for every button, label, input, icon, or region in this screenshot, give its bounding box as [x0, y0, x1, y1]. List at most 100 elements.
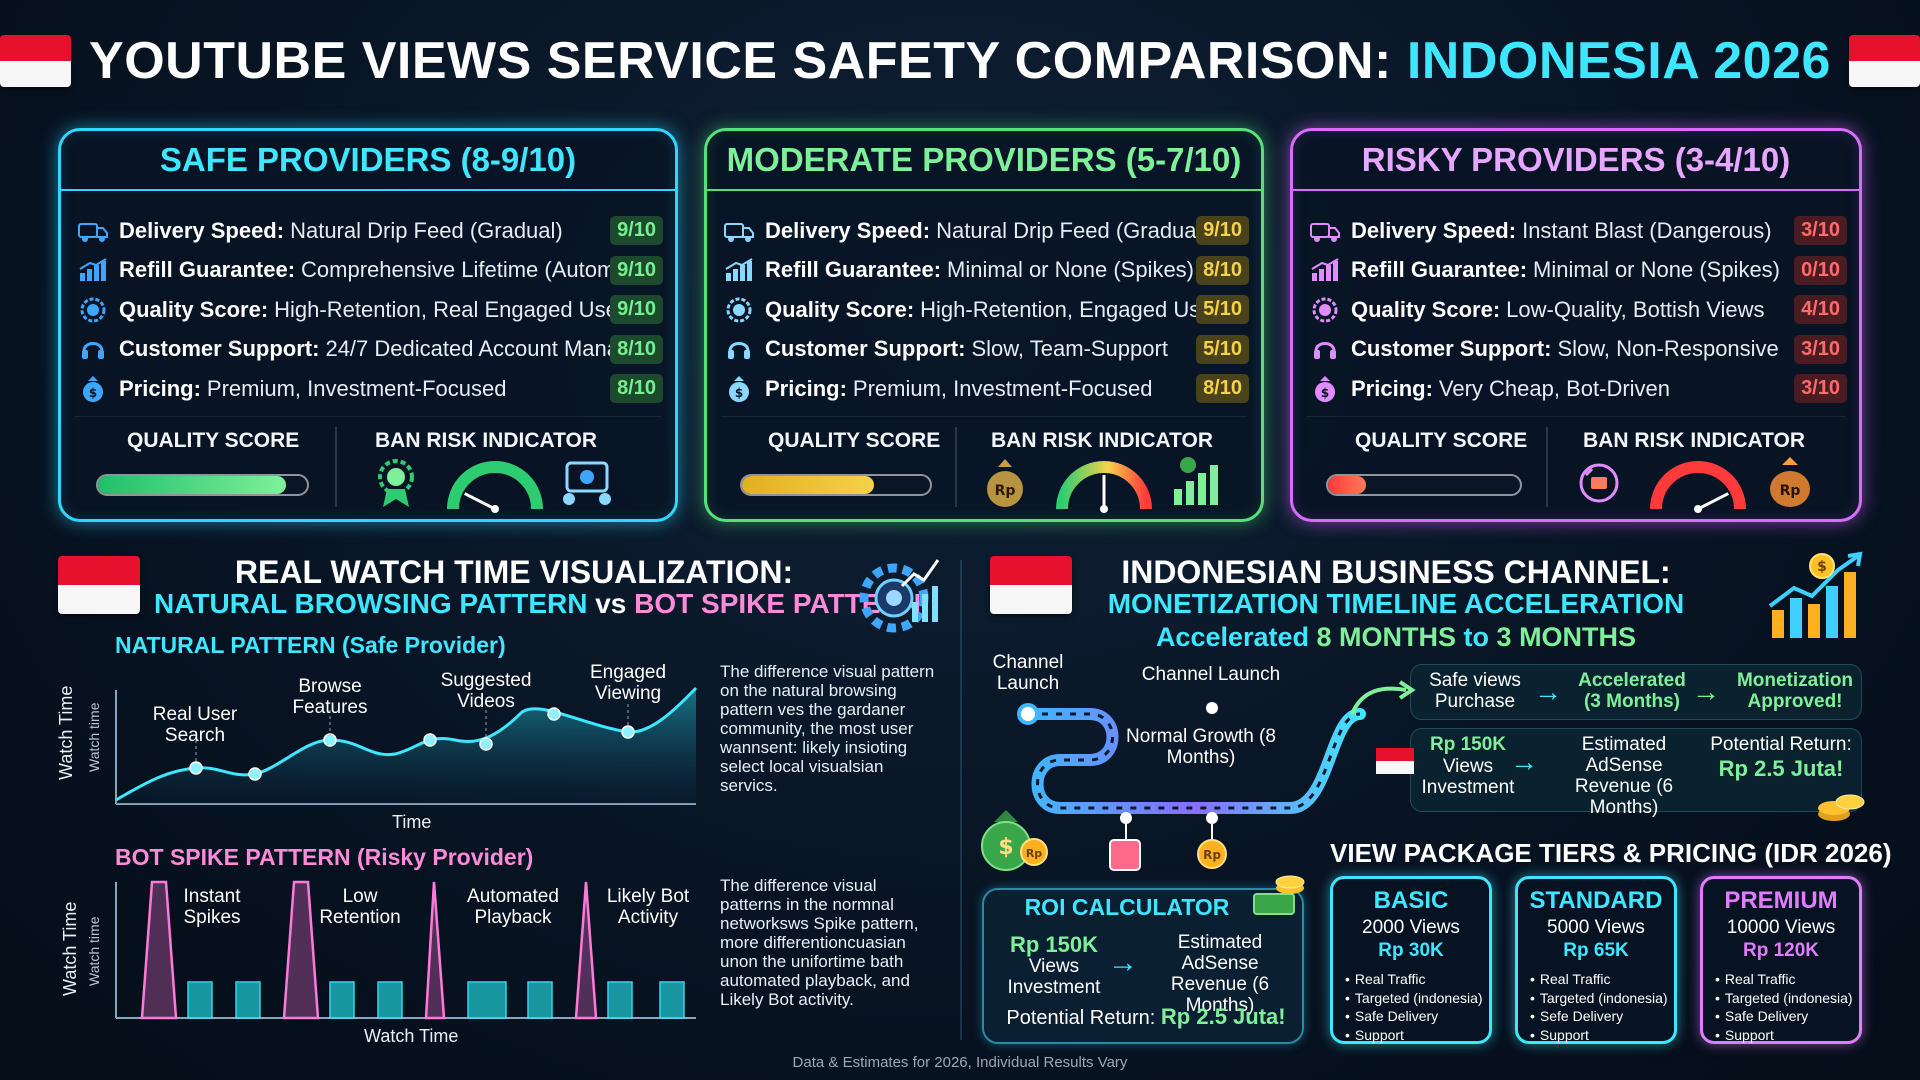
criteria-value: 24/7 Dedicated Account Manager — [325, 336, 610, 362]
quality-score-fill — [742, 476, 874, 494]
money-bag-icon: $ Rp — [981, 810, 1048, 871]
criteria-row: Refill Guarantee: Comprehensive Lifetime… — [75, 251, 663, 291]
tier-card-basic[interactable]: BASIC 2000 Views Rp 30K Real TrafficTarg… — [1330, 876, 1492, 1044]
curved-arrow-icon — [1350, 680, 1416, 715]
natural-x-label: Time — [392, 812, 432, 832]
indonesia-flag-icon — [0, 35, 72, 87]
natural-y-label: Watch Time — [56, 685, 76, 780]
criteria-row: Delivery Speed: Natural Drip Feed (Gradu… — [75, 211, 663, 251]
business-subtitle: MONETIZATION TIMELINE ACCELERATION — [1107, 588, 1685, 619]
award-badge-icon — [378, 459, 414, 507]
growth-chart-icon: $ — [1768, 551, 1863, 638]
divider — [1546, 427, 1548, 507]
tier-feature: Support — [1715, 1026, 1859, 1045]
quality-score-bar — [1326, 474, 1522, 496]
spike — [424, 881, 446, 1020]
chart-label: Engaged Viewing — [589, 662, 667, 704]
tier-features: Real TrafficTargeted (indonesia)Sefe Del… — [1530, 970, 1674, 1044]
tier-price: Rp 65K — [1563, 940, 1629, 961]
roi-calculator — [982, 888, 1304, 1044]
quality-score-label: QUALITY SCORE — [768, 429, 941, 452]
truck-icon — [75, 216, 111, 246]
tier-feature: Targeted (indonesia) — [1715, 989, 1859, 1008]
bot-x-label: Watch Time — [364, 1026, 459, 1046]
criteria-row: $ Pricing: Very Cheap, Bot-Driven 3/10 — [1307, 369, 1847, 409]
tier-name: STANDARD — [1529, 887, 1663, 914]
page-title: YOUTUBE VIEWS SERVICE SAFETY COMPARISON:… — [89, 32, 1831, 90]
quality-score-bar — [96, 474, 309, 496]
ban-risk-label: BAN RISK INDICATOR — [1583, 429, 1806, 452]
svg-text:$: $ — [1321, 386, 1329, 400]
criteria-value: Natural Drip Feed (Gradual) — [936, 217, 1197, 243]
data-point — [248, 767, 262, 781]
arrow-right-icon: → — [1534, 676, 1562, 707]
tier-card-premium[interactable]: PREMIUM 10000 Views Rp 120K Real Traffic… — [1700, 876, 1862, 1044]
criteria-label: Quality Score: — [1351, 296, 1501, 322]
money-bag-icon: $ — [75, 374, 111, 404]
score-badge: 4/10 — [1794, 295, 1847, 325]
criteria-row: Customer Support: Slow, Non-Responsive 3… — [1307, 330, 1847, 370]
chart-label: Likely Bot Activity — [606, 886, 690, 928]
section-flag-right — [990, 556, 1072, 614]
bar — [187, 981, 213, 1019]
score-badge: 8/10 — [1196, 374, 1249, 404]
tier-card-standard[interactable]: STANDARD 5000 Views Rp 65K Real TrafficT… — [1515, 876, 1677, 1044]
bar — [235, 981, 261, 1019]
roi-estimated-label: Estimated AdSense Revenue (6 Months) — [1170, 932, 1270, 1016]
tier-name: PREMIUM — [1724, 887, 1838, 914]
criteria-label: Customer Support: — [119, 336, 320, 362]
bar-chart-icon — [721, 255, 757, 285]
badge-icon — [1307, 295, 1343, 325]
bar-chart-icon — [1307, 255, 1343, 285]
arrow-right-icon: → — [1510, 746, 1538, 777]
score-badge: 9/10 — [610, 255, 663, 285]
criteria-row: Quality Score: Low-Quality, Bottish View… — [1307, 290, 1847, 330]
bar — [377, 981, 403, 1019]
potential-return-value: Rp 2.5 Juta! — [1718, 756, 1844, 781]
criteria-row: Delivery Speed: Natural Drip Feed (Gradu… — [721, 211, 1249, 251]
investment-amount: Rp 150K — [1429, 734, 1507, 755]
growth-bars-icon — [1174, 457, 1218, 505]
tier-feature: Real Traffic — [1345, 970, 1489, 989]
score-badge: 8/10 — [1196, 255, 1249, 285]
criteria-label: Refill Guarantee: — [1351, 257, 1528, 283]
refund-cycle-icon — [1579, 463, 1619, 503]
title-bar: YOUTUBE VIEWS SERVICE SAFETY COMPARISON:… — [0, 22, 1920, 100]
safe-providers-panel: SAFE PROVIDERS (8-9/10) Delivery Speed: … — [58, 128, 678, 522]
criteria-label: Delivery Speed: — [1351, 217, 1517, 243]
acceleration-label: Accelerated 8 MONTHS to 3 MONTHS — [1155, 622, 1637, 652]
truck-icon — [721, 216, 757, 246]
roi-amount-label: Views Investment — [1007, 956, 1101, 998]
investment-box — [1410, 728, 1862, 812]
spike — [282, 880, 320, 1020]
rp-money-bag-icon: Rp — [1770, 457, 1810, 507]
criteria-value: Slow, Team-Support — [971, 336, 1168, 362]
channel-launch-label: Channel Launch — [992, 652, 1064, 694]
criteria-row: Delivery Speed: Instant Blast (Dangerous… — [1307, 211, 1847, 251]
indonesia-flag-icon — [1848, 35, 1920, 87]
score-badge: 8/10 — [610, 334, 663, 364]
panel-heading: MODERATE PROVIDERS (5-7/10) — [707, 131, 1261, 191]
cash-stack-icon — [1253, 875, 1305, 915]
data-point — [189, 761, 203, 775]
natural-y-label-2: Watch time — [86, 702, 102, 773]
ban-risk-label: BAN RISK INDICATOR — [991, 429, 1214, 452]
criteria-label: Pricing: — [1351, 375, 1433, 401]
spike — [574, 881, 598, 1020]
tier-feature: Support — [1530, 1026, 1674, 1045]
criteria-value: Premium, Investment-Focused — [852, 375, 1153, 401]
criteria-row: Customer Support: Slow, Team-Support 5/1… — [721, 330, 1249, 370]
criteria-label: Refill Guarantee: — [765, 257, 942, 283]
panel-heading: RISKY PROVIDERS (3-4/10) — [1293, 131, 1859, 191]
panel-indicators: QUALITY SCORE BAN RISK INDICATOR — [75, 416, 661, 513]
tier-feature: Safe Delivery — [1715, 1007, 1859, 1026]
ban-risk-label: BAN RISK INDICATOR — [375, 429, 598, 452]
indonesia-flag-icon — [1376, 748, 1414, 774]
tier-price: Rp 120K — [1742, 940, 1820, 961]
support-network-icon — [563, 461, 611, 505]
bot-chart-title: BOT SPIKE PATTERN (Risky Provider) — [115, 844, 534, 870]
headset-icon — [1307, 334, 1343, 364]
bar-chart-icon — [75, 255, 111, 285]
score-badge: 9/10 — [610, 295, 663, 325]
ban-risk-gauge — [1056, 461, 1152, 513]
